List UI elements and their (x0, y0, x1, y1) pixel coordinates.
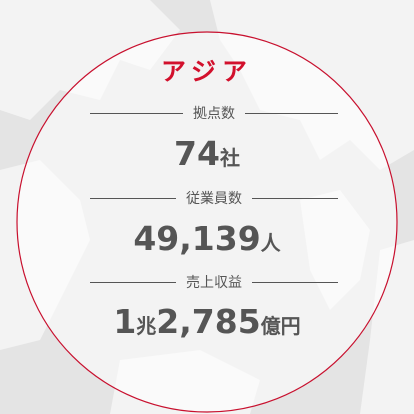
stat-value: 1兆2,785億円 (0, 302, 414, 341)
outline-circle (16, 31, 398, 413)
stat-number: 2,785 (156, 302, 261, 341)
rule (252, 197, 338, 199)
stat-unit: 人 (260, 231, 281, 255)
stat-number: 1 (113, 302, 137, 341)
stat-label-row: 拠点数 (90, 103, 338, 123)
stat-label: 拠点数 (193, 106, 235, 122)
stat-unit: 億円 (260, 314, 301, 338)
region-title: アジア (160, 57, 253, 86)
stat-unit: 兆 (136, 314, 157, 338)
stat-value: 74社 (0, 134, 414, 173)
stat-unit: 社 (219, 146, 240, 170)
stat-label-row: 売上収益 (90, 272, 338, 292)
stat-value: 49,139人 (0, 219, 414, 258)
rule (245, 112, 338, 114)
rule (252, 281, 338, 283)
stat-label: 売上収益 (186, 275, 242, 291)
stat-number: 49,139 (133, 219, 261, 258)
rule (90, 197, 176, 199)
stat-number: 74 (174, 134, 220, 173)
rule (90, 112, 183, 114)
rule (90, 281, 176, 283)
stat-label-row: 従業員数 (90, 188, 338, 208)
stat-label: 従業員数 (186, 191, 242, 207)
